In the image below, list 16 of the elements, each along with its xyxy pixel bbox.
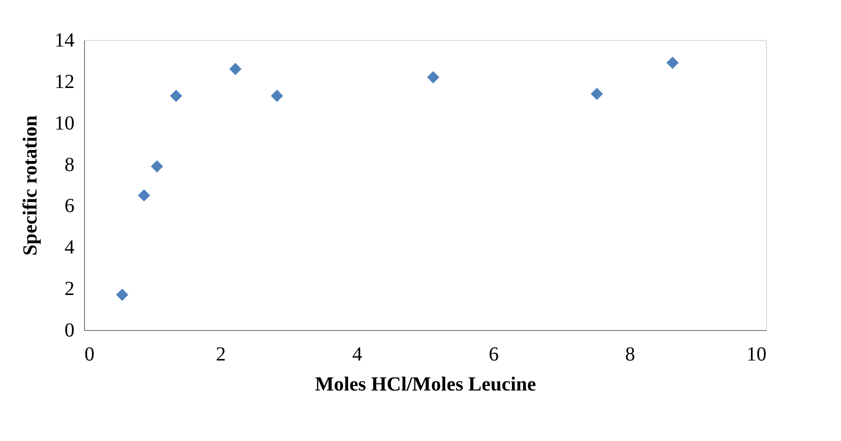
x-axis-title: Moles HCl/Moles Leucine	[314, 374, 536, 396]
x-tick-label: 0	[84, 344, 94, 366]
y-tick-label: 2	[64, 278, 74, 300]
y-tick-label: 8	[64, 154, 74, 176]
y-tick-label: 6	[64, 195, 74, 218]
x-tick-label: 2	[216, 344, 226, 366]
y-tick-label: 4	[64, 236, 74, 259]
y-tick-label: 0	[64, 320, 74, 342]
x-tick-label: 4	[352, 344, 362, 366]
y-tick-label: 12	[54, 70, 74, 93]
x-tick-label: 6	[488, 344, 499, 366]
y-tick-label: 10	[54, 112, 74, 134]
y-axis-title: Specific rotation	[20, 115, 42, 256]
x-tick-label: 8	[625, 344, 636, 366]
y-tick-label: 14	[54, 30, 74, 52]
x-tick-label: 10	[746, 344, 766, 366]
